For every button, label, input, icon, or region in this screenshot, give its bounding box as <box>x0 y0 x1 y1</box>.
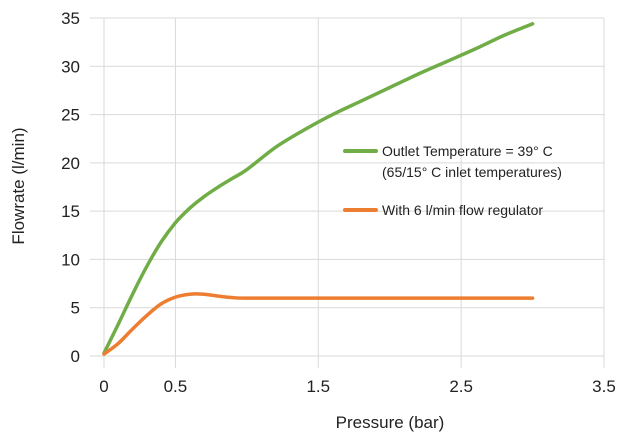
y-tick-label: 0 <box>71 347 80 366</box>
series-lines <box>102 22 535 356</box>
x-axis-title: Pressure (bar) <box>336 413 445 432</box>
y-tick-label: 5 <box>71 299 80 318</box>
y-tick-label: 20 <box>61 154 80 173</box>
x-tick-label: 3.5 <box>592 377 616 396</box>
x-tick-label: 0 <box>99 377 108 396</box>
x-tick-label: 1.5 <box>306 377 330 396</box>
y-tick-label: 10 <box>61 250 80 269</box>
legend-label-outlet-temperature-line2: (65/15° C inlet temperatures) <box>382 164 562 180</box>
y-tick-labels: 0 5 10 15 20 25 30 35 <box>61 9 80 366</box>
grid-lines <box>90 17 605 368</box>
y-tick-label: 15 <box>61 202 80 221</box>
series-line-flow-regulator <box>102 292 535 356</box>
series-line-outlet-temperature <box>102 22 535 355</box>
legend-label-flow-regulator: With 6 l/min flow regulator <box>382 202 543 218</box>
x-tick-labels: 0 0.5 1.5 2.5 3.5 <box>99 377 616 396</box>
x-tick-label: 0.5 <box>164 377 188 396</box>
y-axis-title: Flowrate (l/min) <box>9 127 28 244</box>
x-tick-label: 2.5 <box>449 377 473 396</box>
legend-label-outlet-temperature: Outlet Temperature = 39° C <box>382 143 553 159</box>
legend: Outlet Temperature = 39° C (65/15° C inl… <box>343 143 562 218</box>
y-tick-label: 30 <box>61 57 80 76</box>
y-tick-label: 35 <box>61 9 80 28</box>
y-tick-label: 25 <box>61 106 80 125</box>
